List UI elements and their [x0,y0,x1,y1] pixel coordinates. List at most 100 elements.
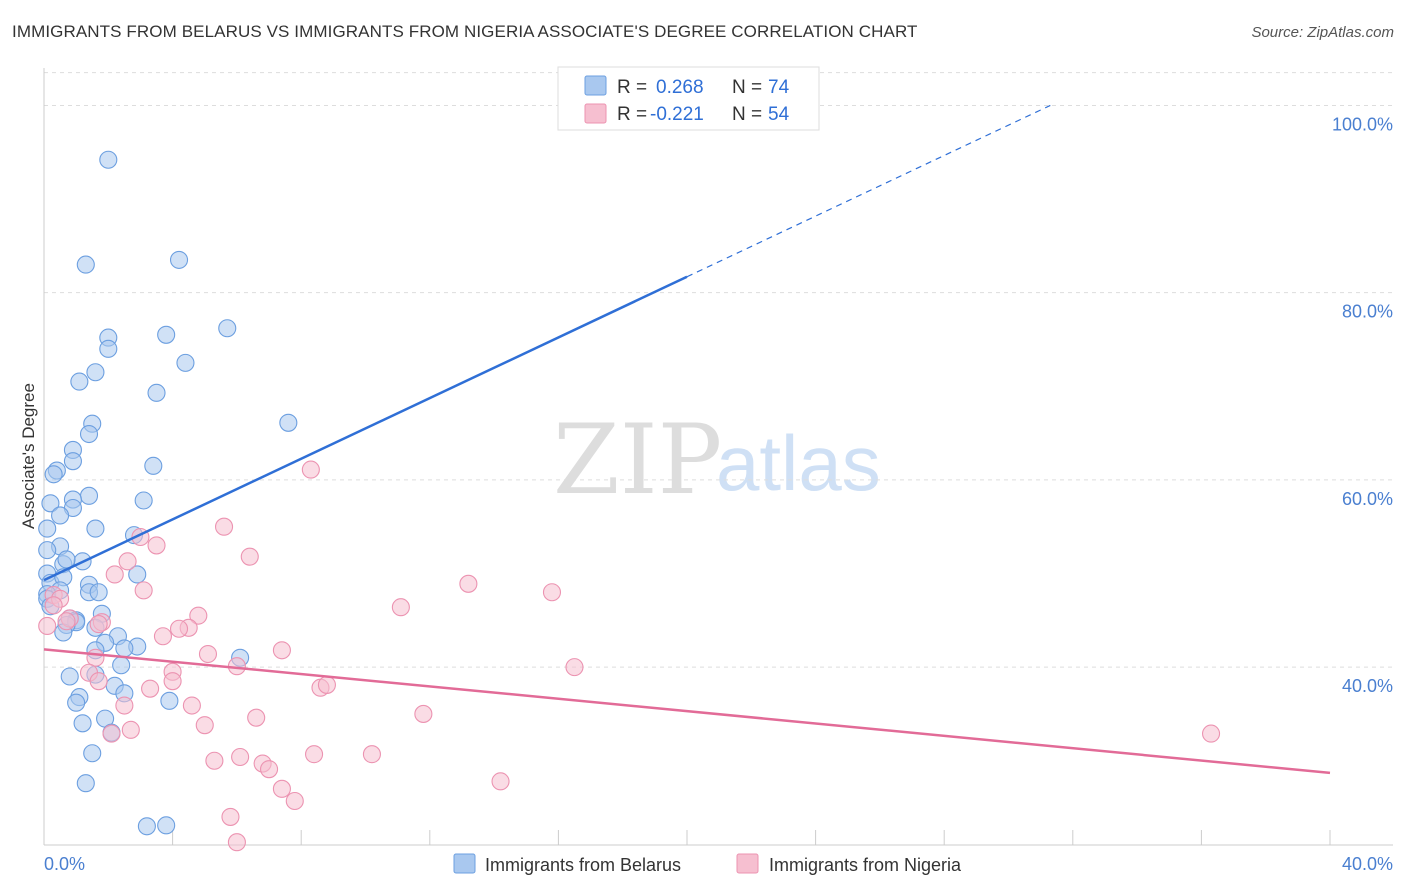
belarus-point-13 [79,424,99,444]
belarus-point-25 [38,519,57,538]
nigeria-point-21 [153,627,173,646]
y-tick-label-2: 80.0% [1342,302,1393,322]
belarus-point-6 [99,339,118,358]
nigeria-point-37 [414,704,433,723]
belarus-point-16 [144,456,163,475]
nigeria-point-35 [115,696,134,715]
nigeria-point-45 [231,747,250,767]
belarus-point-3 [218,319,237,338]
belarus-point-33 [128,565,147,584]
nigeria-point-19 [57,612,76,631]
nigeria-point-8 [542,583,562,602]
y-tick-label-1: 60.0% [1342,489,1393,509]
belarus-point-15 [63,452,82,471]
nigeria-point-0 [301,460,320,479]
belarus-point-22 [41,494,60,513]
nigeria-point-34 [141,679,160,698]
belarus-point-32 [57,550,76,569]
belarus-point-57 [112,656,131,675]
belarus-point-68 [83,744,102,763]
belarus-point-9 [70,372,89,391]
legend-n-value-nigeria: 54 [768,104,790,125]
nigeria-point-5 [118,552,137,571]
nigeria-point-1 [214,517,234,536]
belarus-point-10 [147,383,166,402]
legend-r-label-nigeria: R = [617,104,647,125]
legend-n-value-belarus: 74 [768,77,790,98]
nigeria-point-41 [102,724,121,743]
nigeria-point-50 [272,779,291,798]
y-tick-label-3: 100.0% [1332,114,1393,134]
nigeria-point-48 [259,760,279,779]
belarus-trend-extension [686,104,1051,278]
tick-layer: 40.0% 60.0% 80.0% 100.0% 0.0% 40.0% [44,114,1393,874]
nigeria-point-42 [1201,724,1221,743]
x-tick-label-0: 0.0% [44,854,85,874]
nigeria-point-39 [195,716,214,735]
belarus-point-2 [169,250,189,269]
nigeria-point-6 [105,565,124,584]
nigeria-point-38 [247,708,266,727]
nigeria-point-3 [147,536,166,555]
legend-r-label-belarus: R = [617,77,647,98]
belarus-point-0 [99,150,118,169]
belarus-point-1 [76,255,95,274]
bottom-legend-label-belarus: Immigrants from Belarus [485,855,681,875]
nigeria-point-49 [491,772,510,791]
legend-swatch-belarus [584,75,607,96]
belarus-point-7 [86,363,105,382]
belarus-point-70 [137,817,156,836]
nigeria-point-44 [362,745,381,764]
belarus-point-20 [134,491,153,510]
nigeria-point-53 [227,833,246,852]
x-tick-label-1: 40.0% [1342,854,1393,874]
nigeria-point-46 [205,751,224,770]
grid-layer [44,72,1393,668]
nigeria-point-20 [169,619,189,638]
belarus-point-63 [67,693,86,712]
watermark-atlas: atlas [716,419,881,507]
belarus-point-18 [44,465,63,484]
belarus-point-71 [157,816,176,835]
y-tick-label-0: 40.0% [1342,676,1393,696]
belarus-point-64 [160,691,179,710]
nigeria-point-18 [89,615,108,634]
belarus-point-29 [38,541,57,560]
nigeria-point-33 [317,675,336,694]
legend-r-value-belarus: 0.268 [656,77,704,98]
belarus-point-11 [279,413,298,432]
nigeria-point-40 [121,720,140,739]
nigeria-point-12 [391,598,410,617]
nigeria-point-52 [221,807,240,826]
belarus-point-19 [79,486,99,505]
legend-n-label-nigeria: N = [732,104,762,125]
bottom-legend-swatch-belarus [453,853,476,874]
nigeria-point-4 [240,547,259,566]
legend-n-label-belarus: N = [732,77,762,98]
belarus-point-54 [115,639,134,658]
nigeria-trend-line [43,648,1331,775]
source-text: Source: ZipAtlas.com [1251,24,1394,41]
watermark-zip: ZIP [553,404,722,516]
nigeria-point-22 [38,616,57,635]
watermark: ZIP atlas [553,404,881,516]
nigeria-point-27 [565,658,584,677]
nigeria-point-9 [134,581,153,600]
belarus-point-40 [89,583,108,602]
belarus-point-8 [176,353,195,372]
y-axis-title: Associate's Degree [19,383,38,529]
trend-layer [43,104,1331,775]
belarus-point-24 [51,506,70,525]
belarus-point-5 [157,325,176,344]
nigeria-point-36 [182,696,201,715]
belarus-point-58 [60,667,79,686]
legend-swatch-nigeria [584,103,607,124]
belarus-point-69 [76,774,95,793]
axis-layer [43,68,1393,846]
correlation-legend: R = 0.268 N = 74 R = -0.221 N = 54 [557,66,820,131]
bottom-legend-swatch-nigeria [736,853,759,874]
nigeria-point-7 [459,574,478,593]
nigeria-point-23 [272,641,291,660]
belarus-point-66 [73,714,92,733]
